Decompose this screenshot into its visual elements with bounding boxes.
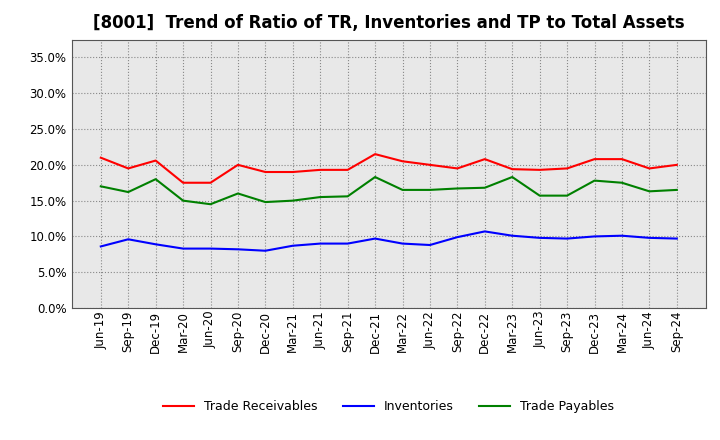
Line: Inventories: Inventories (101, 231, 677, 251)
Trade Payables (343, 194, 352, 199)
Inventories (343, 241, 352, 246)
Trade Receivables (179, 180, 187, 185)
Title: [8001]  Trend of Ratio of TR, Inventories and TP to Total Assets: [8001] Trend of Ratio of TR, Inventories… (93, 15, 685, 33)
Trade Receivables (151, 158, 160, 163)
Trade Payables (233, 191, 242, 196)
Trade Receivables (206, 180, 215, 185)
Trade Receivables (316, 167, 325, 172)
Trade Payables (151, 176, 160, 182)
Trade Receivables (672, 162, 681, 168)
Trade Payables (590, 178, 599, 183)
Trade Payables (398, 187, 407, 193)
Trade Payables (426, 187, 434, 193)
Inventories (316, 241, 325, 246)
Trade Payables (96, 183, 105, 189)
Inventories (590, 234, 599, 239)
Inventories (261, 248, 270, 253)
Trade Payables (261, 199, 270, 205)
Trade Receivables (371, 151, 379, 157)
Inventories (618, 233, 626, 238)
Trade Payables (316, 194, 325, 200)
Trade Payables (179, 198, 187, 203)
Trade Receivables (343, 167, 352, 172)
Inventories (672, 236, 681, 241)
Trade Payables (563, 193, 572, 198)
Inventories (206, 246, 215, 251)
Inventories (289, 243, 297, 248)
Legend: Trade Receivables, Inventories, Trade Payables: Trade Receivables, Inventories, Trade Pa… (163, 400, 614, 413)
Line: Trade Receivables: Trade Receivables (101, 154, 677, 183)
Trade Receivables (508, 166, 516, 172)
Trade Payables (289, 198, 297, 203)
Trade Receivables (124, 166, 132, 171)
Trade Receivables (96, 155, 105, 160)
Trade Receivables (645, 166, 654, 171)
Trade Receivables (618, 157, 626, 162)
Line: Trade Payables: Trade Payables (101, 177, 677, 204)
Trade Receivables (480, 157, 489, 162)
Trade Payables (124, 189, 132, 194)
Trade Payables (645, 189, 654, 194)
Inventories (371, 236, 379, 241)
Trade Payables (371, 174, 379, 180)
Trade Receivables (590, 157, 599, 162)
Inventories (179, 246, 187, 251)
Inventories (96, 244, 105, 249)
Inventories (233, 247, 242, 252)
Trade Receivables (563, 166, 572, 171)
Trade Payables (453, 186, 462, 191)
Trade Receivables (289, 169, 297, 175)
Inventories (536, 235, 544, 241)
Inventories (563, 236, 572, 241)
Trade Payables (618, 180, 626, 185)
Trade Receivables (453, 166, 462, 171)
Inventories (426, 242, 434, 248)
Trade Payables (508, 174, 516, 180)
Inventories (398, 241, 407, 246)
Trade Receivables (261, 169, 270, 175)
Inventories (151, 242, 160, 247)
Trade Payables (206, 202, 215, 207)
Inventories (645, 235, 654, 241)
Inventories (124, 237, 132, 242)
Trade Receivables (233, 162, 242, 168)
Trade Payables (672, 187, 681, 193)
Inventories (508, 233, 516, 238)
Inventories (453, 235, 462, 240)
Trade Receivables (398, 159, 407, 164)
Trade Payables (536, 193, 544, 198)
Trade Payables (480, 185, 489, 191)
Inventories (480, 229, 489, 234)
Trade Receivables (426, 162, 434, 168)
Trade Receivables (536, 167, 544, 172)
